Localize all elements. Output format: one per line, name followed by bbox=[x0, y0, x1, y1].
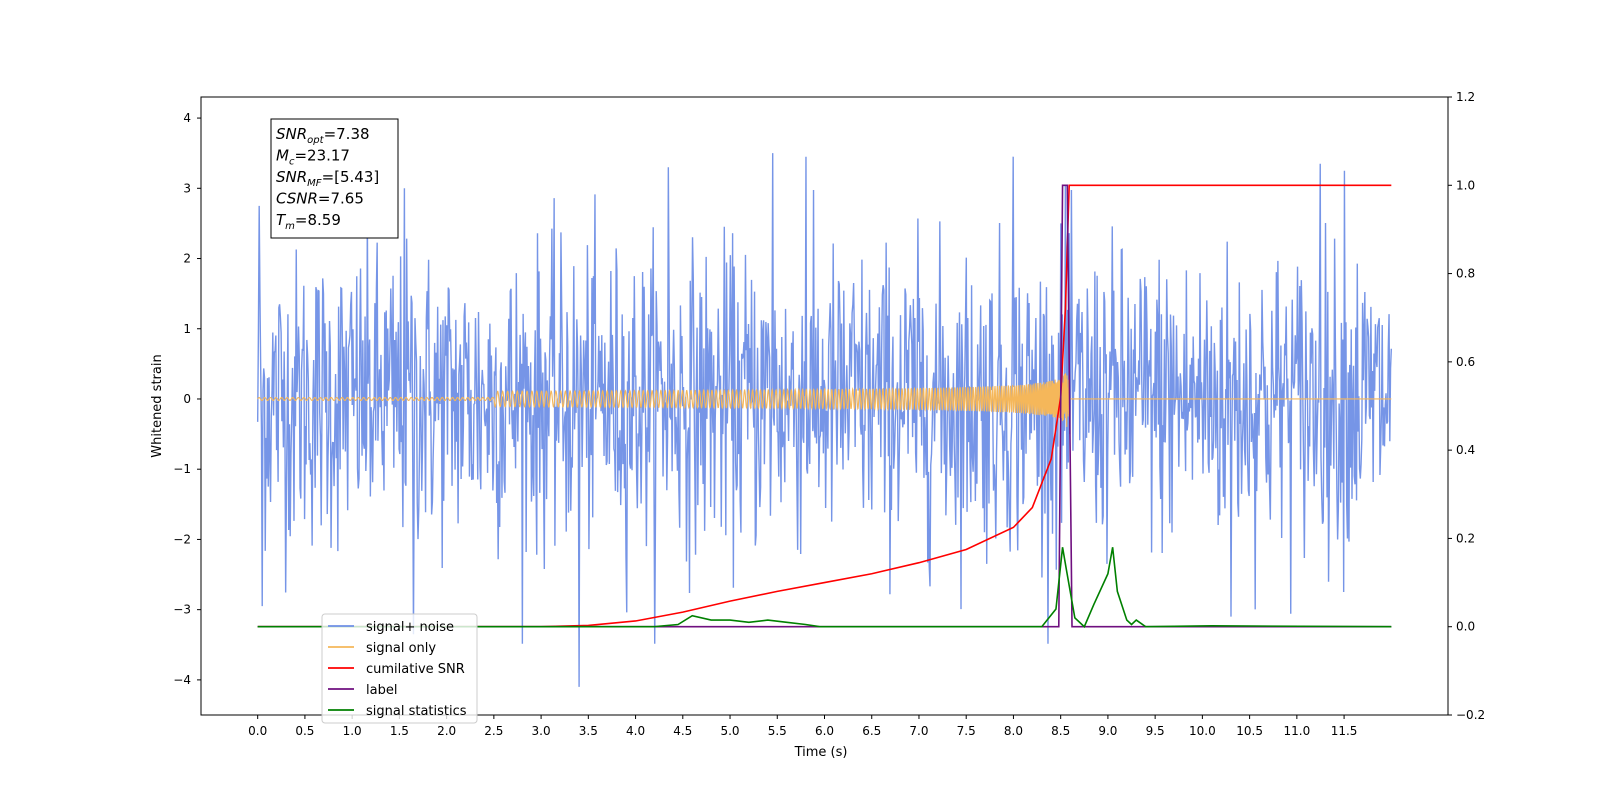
annotation-symbol: CSNR bbox=[276, 190, 318, 208]
annotation-value: =[5.43] bbox=[322, 168, 380, 186]
y-tick-label: 1 bbox=[183, 322, 191, 336]
y2-tick-label: 0.6 bbox=[1456, 355, 1475, 369]
legend-label: signal only bbox=[366, 641, 436, 656]
series-layer bbox=[256, 153, 1393, 687]
x-tick-label: 6.0 bbox=[815, 724, 834, 738]
x-tick-label: 8.5 bbox=[1051, 724, 1070, 738]
y-axis-right: −0.2 0.0 0.2 0.4 0.6 0.8 1.0 1.2 bbox=[1448, 90, 1485, 722]
x-tick-label: 9.0 bbox=[1098, 724, 1117, 738]
legend-frame bbox=[321, 613, 478, 724]
annotation-symbol: SNR bbox=[276, 168, 307, 186]
y-tick-label: −2 bbox=[173, 532, 191, 546]
x-tick-label: 7.0 bbox=[909, 724, 928, 738]
y-tick-label: 2 bbox=[183, 252, 191, 266]
annotation-subscript: opt bbox=[307, 135, 324, 146]
annotation-value: =7.38 bbox=[324, 125, 370, 143]
y2-tick-label: 0.4 bbox=[1456, 443, 1475, 457]
x-tick-label: 4.5 bbox=[673, 724, 692, 738]
annotation-value: =23.17 bbox=[294, 147, 350, 165]
x-tick-label: 2.5 bbox=[484, 724, 503, 738]
x-tick-label: 1.0 bbox=[343, 724, 362, 738]
y-tick-label: −1 bbox=[173, 462, 191, 476]
y2-tick-label: 0.2 bbox=[1456, 531, 1475, 545]
x-tick-label: 9.5 bbox=[1146, 724, 1165, 738]
x-tick-label: 0.0 bbox=[248, 724, 267, 738]
annotation-line: SNRopt=7.38 bbox=[276, 125, 370, 146]
y-tick-label: 4 bbox=[183, 111, 191, 125]
legend-label: cumilative SNR bbox=[366, 662, 465, 677]
y2-tick-label: 0.8 bbox=[1456, 267, 1475, 281]
y-tick-label: −3 bbox=[173, 603, 191, 617]
series-line-signal-noise bbox=[256, 153, 1393, 687]
annotation-value: =8.59 bbox=[295, 211, 341, 229]
x-tick-label: 1.5 bbox=[390, 724, 409, 738]
y-tick-label: −4 bbox=[173, 673, 191, 687]
y2-tick-label: −0.2 bbox=[1456, 708, 1485, 722]
x-tick-label: 8.0 bbox=[1004, 724, 1023, 738]
series-line-cumilative-snr bbox=[257, 184, 1392, 628]
annotation-symbol: M bbox=[276, 147, 289, 165]
stats-annotation-box: SNRopt=7.38Mc=23.17SNRMF=[5.43]CSNR=7.65… bbox=[270, 118, 399, 239]
x-tick-label: 11.0 bbox=[1283, 724, 1310, 738]
x-tick-label: 11.5 bbox=[1331, 724, 1358, 738]
legend-label: label bbox=[366, 683, 397, 698]
x-tick-label: 6.5 bbox=[862, 724, 881, 738]
annotation-value: =7.65 bbox=[318, 190, 364, 208]
x-tick-label: 3.5 bbox=[579, 724, 598, 738]
y-tick-label: 0 bbox=[183, 392, 191, 406]
series-line-signal-statistics bbox=[257, 547, 1392, 629]
annotation-symbol: T bbox=[276, 211, 287, 229]
y-tick-label: 3 bbox=[183, 181, 191, 195]
x-tick-label: 10.5 bbox=[1236, 724, 1263, 738]
series-line-signal-only bbox=[257, 373, 1392, 428]
y-axis-label: Whitened strain bbox=[150, 354, 165, 457]
annotation-symbol: SNR bbox=[276, 125, 307, 143]
x-tick-label: 2.0 bbox=[437, 724, 456, 738]
legend-label: signal statistics bbox=[366, 704, 467, 719]
x-axis: 0.0 0.5 1.0 1.5 2.0 2.5 3.0 3.5 4.0 4.5 5.0 5.5 6.0 6… bbox=[248, 715, 1357, 738]
annotation-frame bbox=[270, 118, 399, 239]
annotation-line: Mc=23.17 bbox=[276, 147, 350, 168]
x-tick-label: 0.5 bbox=[295, 724, 314, 738]
legend: signal+ noise signal only cumilative SNR la… bbox=[321, 613, 478, 724]
x-tick-label: 5.5 bbox=[768, 724, 787, 738]
y2-tick-label: 1.0 bbox=[1456, 178, 1475, 192]
annotation-line: SNRMF=[5.43] bbox=[276, 168, 379, 189]
annotation-subscript: c bbox=[289, 157, 295, 168]
x-tick-label: 7.5 bbox=[957, 724, 976, 738]
legend-label: signal+ noise bbox=[366, 620, 454, 635]
y2-tick-label: 1.2 bbox=[1456, 90, 1475, 104]
x-axis-label: Time (s) bbox=[794, 745, 848, 760]
x-tick-label: 3.0 bbox=[532, 724, 551, 738]
annotation-line: CSNR=7.65 bbox=[276, 190, 364, 208]
y2-tick-label: 0.0 bbox=[1456, 620, 1475, 634]
x-tick-label: 4.0 bbox=[626, 724, 645, 738]
x-tick-label: 5.0 bbox=[720, 724, 739, 738]
annotation-subscript: m bbox=[285, 221, 295, 232]
annotation-subscript: MF bbox=[307, 178, 322, 189]
x-tick-label: 10.0 bbox=[1189, 724, 1216, 738]
y-axis-left: −4 −3 −2 −1 0 1 2 3 4 bbox=[173, 111, 201, 687]
annotation-line: Tm=8.59 bbox=[276, 211, 341, 232]
